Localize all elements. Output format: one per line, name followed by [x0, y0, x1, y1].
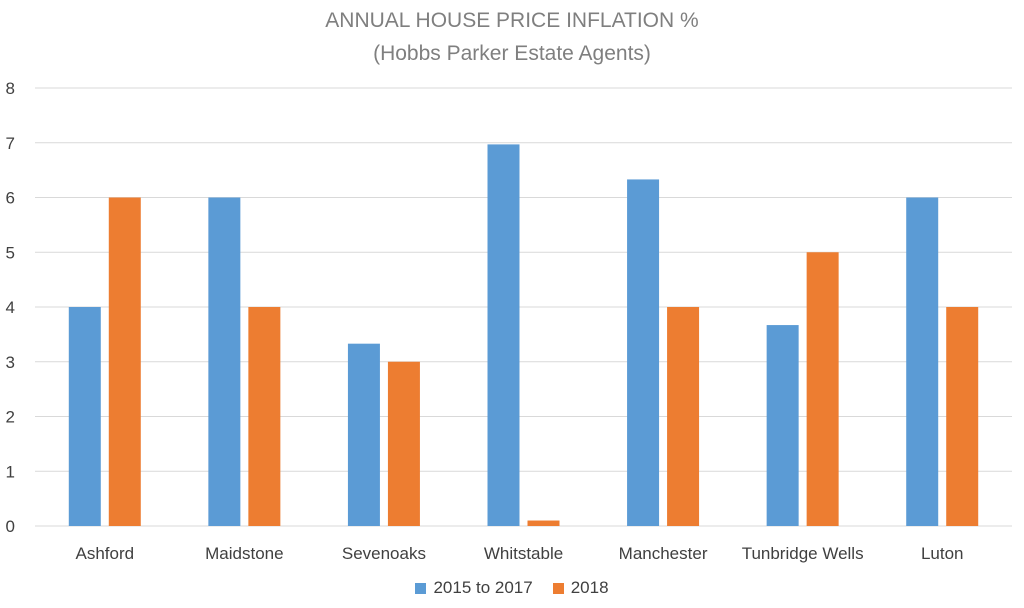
y-tick-label: 1 [6, 462, 15, 481]
x-tick-label: Tunbridge Wells [742, 544, 864, 563]
y-tick-label: 7 [6, 134, 15, 153]
legend-item-series-1: 2015 to 2017 [415, 578, 533, 598]
x-tick-label: Ashford [75, 544, 134, 563]
bar-sevenoaks-series-2 [387, 361, 420, 526]
bar-ashford-series-2 [108, 197, 141, 526]
bar-tunbridge-wells-series-2 [806, 252, 839, 526]
legend: 2015 to 2017 2018 [0, 578, 1024, 598]
y-tick-label: 2 [6, 408, 15, 427]
legend-swatch-series-2 [552, 582, 564, 594]
x-tick-label: Sevenoaks [342, 544, 426, 563]
bar-sevenoaks-series-1 [347, 343, 380, 526]
bar-maidstone-series-1 [208, 197, 241, 526]
bar-tunbridge-wells-series-1 [766, 325, 799, 526]
x-tick-label: Whitstable [484, 544, 563, 563]
bar-luton-series-2 [946, 307, 979, 526]
chart-title: ANNUAL HOUSE PRICE INFLATION % [325, 9, 699, 32]
chart-subtitle: (Hobbs Parker Estate Agents) [373, 42, 651, 65]
y-tick-label: 3 [6, 353, 15, 372]
legend-label-series-1: 2015 to 2017 [433, 578, 533, 597]
y-tick-label: 5 [6, 243, 15, 262]
x-tick-label: Luton [921, 544, 964, 563]
bar-manchester-series-1 [627, 179, 660, 526]
bar-maidstone-series-2 [248, 307, 281, 526]
bar-whitstable-series-2 [527, 520, 560, 526]
bar-ashford-series-1 [68, 307, 101, 526]
legend-swatch-series-1 [415, 582, 427, 594]
x-tick-label: Maidstone [205, 544, 283, 563]
bar-whitstable-series-1 [487, 144, 520, 526]
legend-label-series-2: 2018 [570, 578, 609, 597]
legend-item-series-2: 2018 [552, 578, 609, 598]
bar-manchester-series-2 [667, 307, 700, 526]
x-tick-label: Manchester [619, 544, 708, 563]
bar-luton-series-1 [906, 197, 939, 526]
y-tick-label: 0 [6, 517, 15, 536]
y-tick-label: 8 [6, 79, 15, 98]
y-tick-label: 4 [6, 298, 15, 317]
y-tick-label: 6 [6, 189, 15, 208]
